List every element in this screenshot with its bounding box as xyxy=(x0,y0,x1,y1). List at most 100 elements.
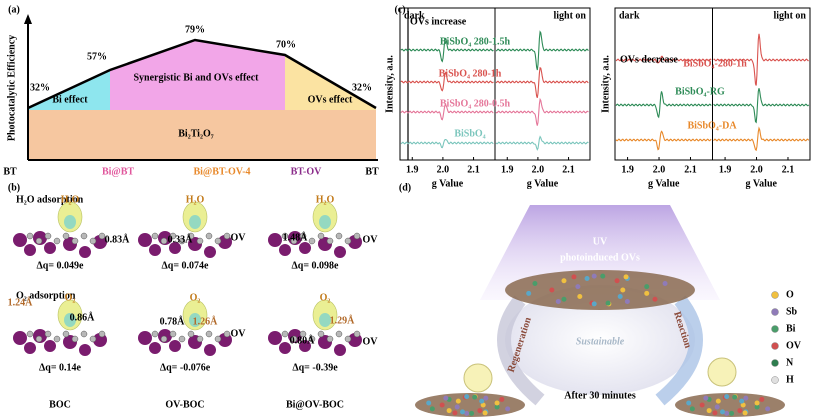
sample-label: BT xyxy=(3,166,17,177)
atom-o xyxy=(44,232,52,240)
atom-o xyxy=(317,330,325,338)
atom xyxy=(614,278,620,284)
atom-bi xyxy=(149,342,161,354)
efficiency: 79% xyxy=(185,24,205,35)
atom-o xyxy=(281,330,289,338)
site-label: OV xyxy=(363,336,379,347)
site-label: OV xyxy=(363,234,379,245)
atom-o xyxy=(35,237,43,245)
atom-o xyxy=(290,237,298,245)
atom-o xyxy=(151,232,159,240)
atom-o xyxy=(169,232,177,240)
atom xyxy=(577,294,583,300)
atom xyxy=(561,278,567,284)
adsorbate: O₂ xyxy=(190,292,201,303)
tick-label: 2.0 xyxy=(532,164,545,175)
x-axis-label: g Value xyxy=(746,178,778,189)
atom-o xyxy=(290,335,298,343)
atom xyxy=(591,301,597,307)
tick-label: 2.1 xyxy=(562,164,575,175)
sample-label: BT-OV xyxy=(291,166,323,177)
atom xyxy=(454,404,460,410)
atom-o xyxy=(344,237,352,245)
cycle-glow xyxy=(505,285,695,395)
atom xyxy=(571,274,577,280)
atom-o xyxy=(26,330,34,338)
atom-o xyxy=(196,335,204,343)
atom-o xyxy=(89,335,97,343)
atom-o xyxy=(62,232,70,240)
atom xyxy=(460,409,466,415)
atom-bi xyxy=(279,342,291,354)
atom xyxy=(455,398,461,404)
atom xyxy=(617,294,623,300)
atom xyxy=(591,273,597,279)
atom-bi xyxy=(149,244,161,256)
tick-label: 2.1 xyxy=(684,164,697,175)
atom xyxy=(644,290,650,296)
distance: 1.29Å xyxy=(330,314,356,326)
atom-o xyxy=(326,335,334,343)
atom-bi xyxy=(299,340,311,352)
trace-label: BiSbO₄-RG xyxy=(675,86,725,97)
atom xyxy=(480,402,486,408)
atom xyxy=(464,410,470,416)
atom-o xyxy=(26,232,34,240)
adsorbate: O₂ xyxy=(65,292,76,303)
adsorbate: H₂O xyxy=(186,194,205,205)
atom xyxy=(724,410,730,416)
epr-trace xyxy=(615,55,712,64)
adsorbate: H₂O xyxy=(61,194,80,205)
region-label: Synergistic Bi and OVs effect xyxy=(134,72,260,83)
atom-o xyxy=(205,330,213,338)
epr-trace xyxy=(400,104,494,121)
atom xyxy=(754,400,760,406)
atom xyxy=(724,394,730,400)
atom-o xyxy=(89,237,97,245)
epr-trace xyxy=(496,30,589,71)
atom xyxy=(703,395,709,401)
atom-o xyxy=(223,232,231,240)
atom-o xyxy=(317,232,325,240)
distance: 0.83Å xyxy=(105,233,131,245)
atom xyxy=(429,406,435,412)
light-label: UV xyxy=(593,236,608,247)
atom xyxy=(532,280,538,286)
efficiency-outline xyxy=(27,38,377,110)
epr-trace xyxy=(495,66,589,98)
atom xyxy=(706,408,712,414)
atom-bi xyxy=(268,233,282,247)
condition: light on xyxy=(773,10,806,21)
atom-o xyxy=(214,335,222,343)
atom xyxy=(472,394,478,400)
condition: dark xyxy=(619,10,640,21)
charge-density xyxy=(64,215,76,229)
atom-o xyxy=(353,232,361,240)
atom-o xyxy=(169,330,177,338)
legend-label: Sb xyxy=(786,306,798,317)
atom-o xyxy=(223,330,231,338)
atom xyxy=(652,296,658,302)
atom-o xyxy=(205,232,213,240)
atom-bi xyxy=(268,331,282,345)
efficiency: 70% xyxy=(276,39,296,50)
atom xyxy=(714,404,720,410)
legend-label: O xyxy=(786,289,794,300)
face xyxy=(707,357,737,387)
distance: 0.80Å xyxy=(290,334,316,346)
epr-trace xyxy=(713,88,810,124)
atom xyxy=(740,402,746,408)
atom-o xyxy=(308,335,316,343)
atom xyxy=(469,410,475,416)
atom xyxy=(737,408,743,414)
atom xyxy=(452,410,458,416)
charge: Δq= -0.39e xyxy=(292,362,338,373)
charge: Δq= -0.076e xyxy=(160,362,211,373)
efficiency: 32% xyxy=(352,82,372,93)
legend-label: OV xyxy=(786,340,802,351)
atom-bi xyxy=(334,344,346,356)
atom xyxy=(494,404,500,410)
legend-swatch xyxy=(771,359,779,367)
atom xyxy=(743,395,749,401)
